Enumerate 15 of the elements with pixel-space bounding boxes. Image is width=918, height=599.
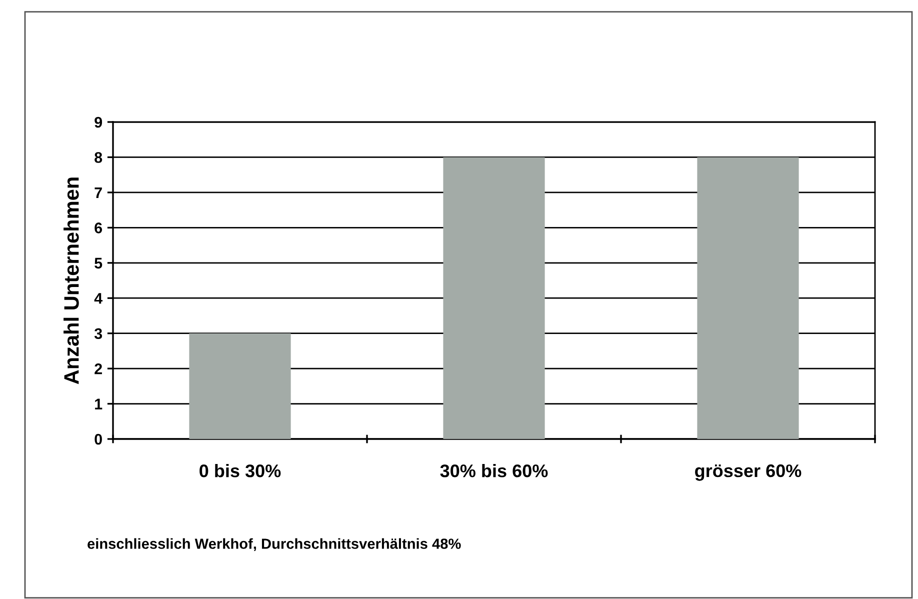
x-tick-label: grösser 60% bbox=[695, 464, 802, 481]
y-tick-label: 4 bbox=[94, 293, 102, 304]
x-tick-label: 0 bis 30% bbox=[200, 464, 281, 478]
y-tick-label: 7 bbox=[94, 187, 102, 198]
y-tick-label: 1 bbox=[95, 398, 102, 410]
y-tick-label: 8 bbox=[94, 152, 102, 163]
y-tick-label: 6 bbox=[94, 222, 102, 234]
y-tick-label: 2 bbox=[94, 363, 102, 374]
y-axis-title: Anzahl Unternehmen bbox=[64, 178, 79, 384]
y-tick-label: 3 bbox=[94, 328, 102, 340]
y-tick-label: 5 bbox=[94, 258, 102, 269]
text: einschliesslich Werkhof, Durchschnittsverhältnis 48% bbox=[88, 538, 461, 552]
y-tick-label: 0 bbox=[94, 434, 102, 445]
y-tick-label: 9 bbox=[94, 116, 102, 128]
x-tick-label: 30% bis 60% bbox=[440, 464, 548, 478]
